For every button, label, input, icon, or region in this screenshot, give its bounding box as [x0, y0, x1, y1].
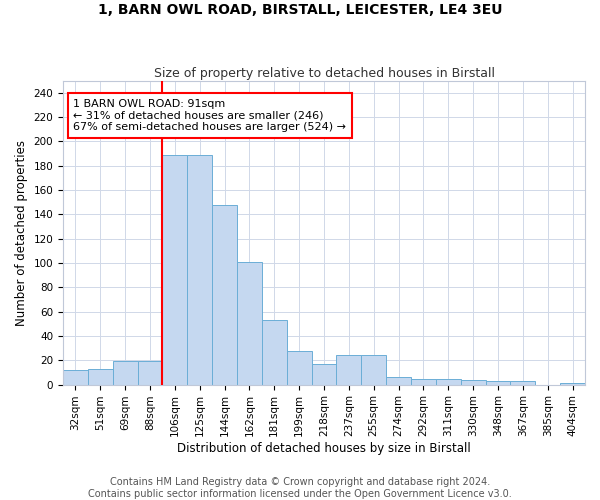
- Bar: [411, 378, 436, 384]
- Bar: [511, 381, 535, 384]
- Text: Contains HM Land Registry data © Crown copyright and database right 2024.
Contai: Contains HM Land Registry data © Crown c…: [88, 478, 512, 499]
- Bar: [63, 370, 88, 384]
- Bar: [311, 364, 337, 384]
- Bar: [361, 356, 386, 384]
- Title: Size of property relative to detached houses in Birstall: Size of property relative to detached ho…: [154, 66, 494, 80]
- Bar: [386, 378, 411, 384]
- Bar: [262, 320, 287, 384]
- Bar: [485, 381, 511, 384]
- Text: 1, BARN OWL ROAD, BIRSTALL, LEICESTER, LE4 3EU: 1, BARN OWL ROAD, BIRSTALL, LEICESTER, L…: [98, 2, 502, 16]
- Bar: [163, 155, 187, 384]
- Bar: [137, 362, 163, 384]
- Bar: [88, 369, 113, 384]
- Bar: [461, 380, 485, 384]
- Bar: [113, 362, 137, 384]
- Bar: [287, 350, 311, 384]
- Y-axis label: Number of detached properties: Number of detached properties: [15, 140, 28, 326]
- Bar: [337, 356, 361, 384]
- Bar: [436, 378, 461, 384]
- Bar: [237, 262, 262, 384]
- Bar: [212, 204, 237, 384]
- X-axis label: Distribution of detached houses by size in Birstall: Distribution of detached houses by size …: [177, 442, 471, 455]
- Bar: [187, 155, 212, 384]
- Text: 1 BARN OWL ROAD: 91sqm
← 31% of detached houses are smaller (246)
67% of semi-de: 1 BARN OWL ROAD: 91sqm ← 31% of detached…: [73, 99, 346, 132]
